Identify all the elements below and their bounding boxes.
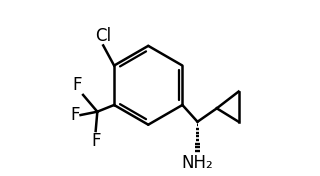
Text: NH₂: NH₂ [182,154,213,172]
Text: Cl: Cl [95,27,111,45]
Text: F: F [70,106,80,124]
Text: F: F [73,76,82,94]
Text: F: F [91,132,100,150]
